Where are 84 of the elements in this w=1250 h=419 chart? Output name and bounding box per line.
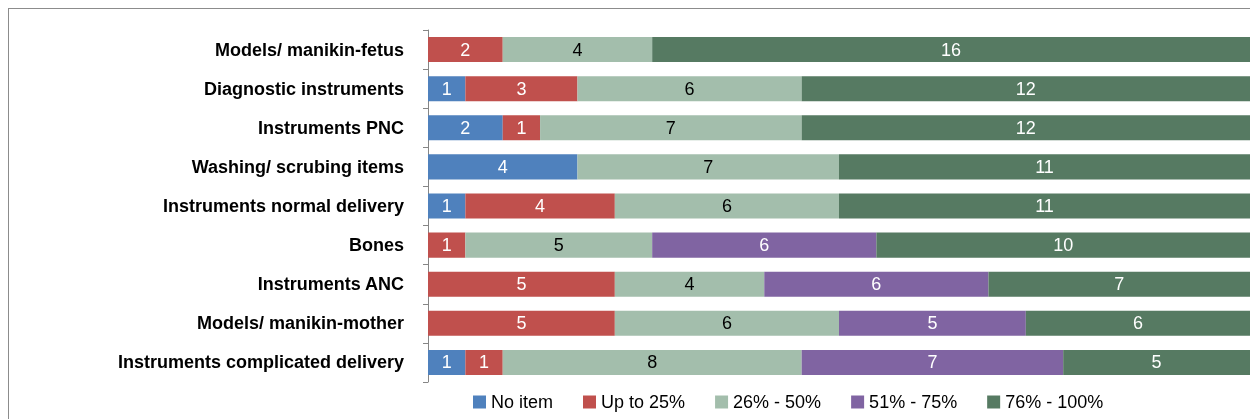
bar <box>577 154 839 180</box>
data-label: 4 <box>497 156 508 177</box>
bar <box>839 310 1026 336</box>
data-label: 6 <box>1132 313 1143 334</box>
bar <box>502 349 802 375</box>
data-label: 6 <box>721 313 732 334</box>
data-label: 6 <box>759 235 770 256</box>
data-label: 5 <box>516 313 527 334</box>
bar <box>801 115 1250 141</box>
data-label: 5 <box>1151 352 1162 373</box>
y-tick-label: Bones <box>348 235 404 256</box>
bar <box>465 193 615 219</box>
bar <box>652 37 1250 63</box>
bar <box>614 310 839 336</box>
y-tick-label: Instruments complicated delivery <box>117 352 404 373</box>
data-label: 5 <box>927 313 938 334</box>
data-label: 1 <box>441 196 452 216</box>
bar <box>502 115 541 141</box>
data-label: 12 <box>1015 117 1036 138</box>
data-label: 7 <box>927 352 938 373</box>
bar <box>988 271 1250 297</box>
bar <box>428 310 615 336</box>
bar <box>652 232 877 258</box>
data-label: 4 <box>535 196 546 216</box>
bar <box>614 271 765 297</box>
y-tick-label: Instruments PNC <box>257 117 404 138</box>
bar <box>465 349 503 375</box>
data-label: 1 <box>516 117 527 138</box>
bar <box>465 76 578 102</box>
data-label: 6 <box>684 78 695 99</box>
y-tick-label: Washing/ scrubing items <box>191 156 404 177</box>
bar <box>428 37 503 63</box>
bar <box>428 154 578 180</box>
bar <box>764 271 989 297</box>
data-label: 1 <box>441 235 452 256</box>
data-label: 3 <box>516 78 527 99</box>
legend-label: 76% - 100% <box>1005 392 1104 412</box>
data-label: 7 <box>1114 274 1125 295</box>
data-label: 7 <box>703 156 714 177</box>
y-tick-label: Models/ manikin-fetus <box>214 39 404 60</box>
y-tick-label: Models/ manikin-mother <box>196 313 404 334</box>
bar <box>1063 349 1250 375</box>
y-tick-label: Instruments normal delivery <box>162 196 404 216</box>
legend-label: 51% - 75% <box>869 392 958 412</box>
legend-label: Up to 25% <box>601 392 686 412</box>
bar <box>839 154 1250 180</box>
data-label: 6 <box>721 196 732 216</box>
bar <box>540 115 802 141</box>
bar <box>502 37 653 63</box>
data-label: 4 <box>572 39 583 60</box>
bar <box>801 76 1250 102</box>
data-label: 6 <box>871 274 882 295</box>
bar <box>428 76 466 102</box>
bar <box>801 349 1064 375</box>
bar <box>428 193 466 219</box>
data-label: 10 <box>1053 235 1074 256</box>
data-label: 7 <box>665 117 676 138</box>
data-label: 2 <box>460 39 471 60</box>
bar <box>428 115 503 141</box>
data-label: 1 <box>441 78 452 99</box>
legend-label: No item <box>491 392 554 412</box>
data-label: 11 <box>1035 196 1054 216</box>
bar <box>428 232 466 258</box>
data-label: 5 <box>553 235 564 256</box>
data-label: 4 <box>684 274 695 295</box>
bar <box>428 271 615 297</box>
bar <box>465 232 653 258</box>
bar <box>1025 310 1250 336</box>
bar <box>428 349 466 375</box>
y-tick-label: Instruments ANC <box>257 274 404 295</box>
bar <box>577 76 802 102</box>
bar <box>839 193 1250 219</box>
data-label: 16 <box>941 39 962 60</box>
data-label: 8 <box>647 352 658 373</box>
data-label: 5 <box>516 274 527 295</box>
bar <box>614 193 839 219</box>
legend-label: 26% - 50% <box>733 392 822 412</box>
data-label: 12 <box>1015 78 1036 99</box>
bar <box>876 232 1250 258</box>
data-label: 1 <box>479 352 490 373</box>
data-label: 11 <box>1035 156 1054 177</box>
data-label: 2 <box>460 117 471 138</box>
y-tick-label: Diagnostic instruments <box>203 78 404 99</box>
data-label: 1 <box>441 352 452 373</box>
